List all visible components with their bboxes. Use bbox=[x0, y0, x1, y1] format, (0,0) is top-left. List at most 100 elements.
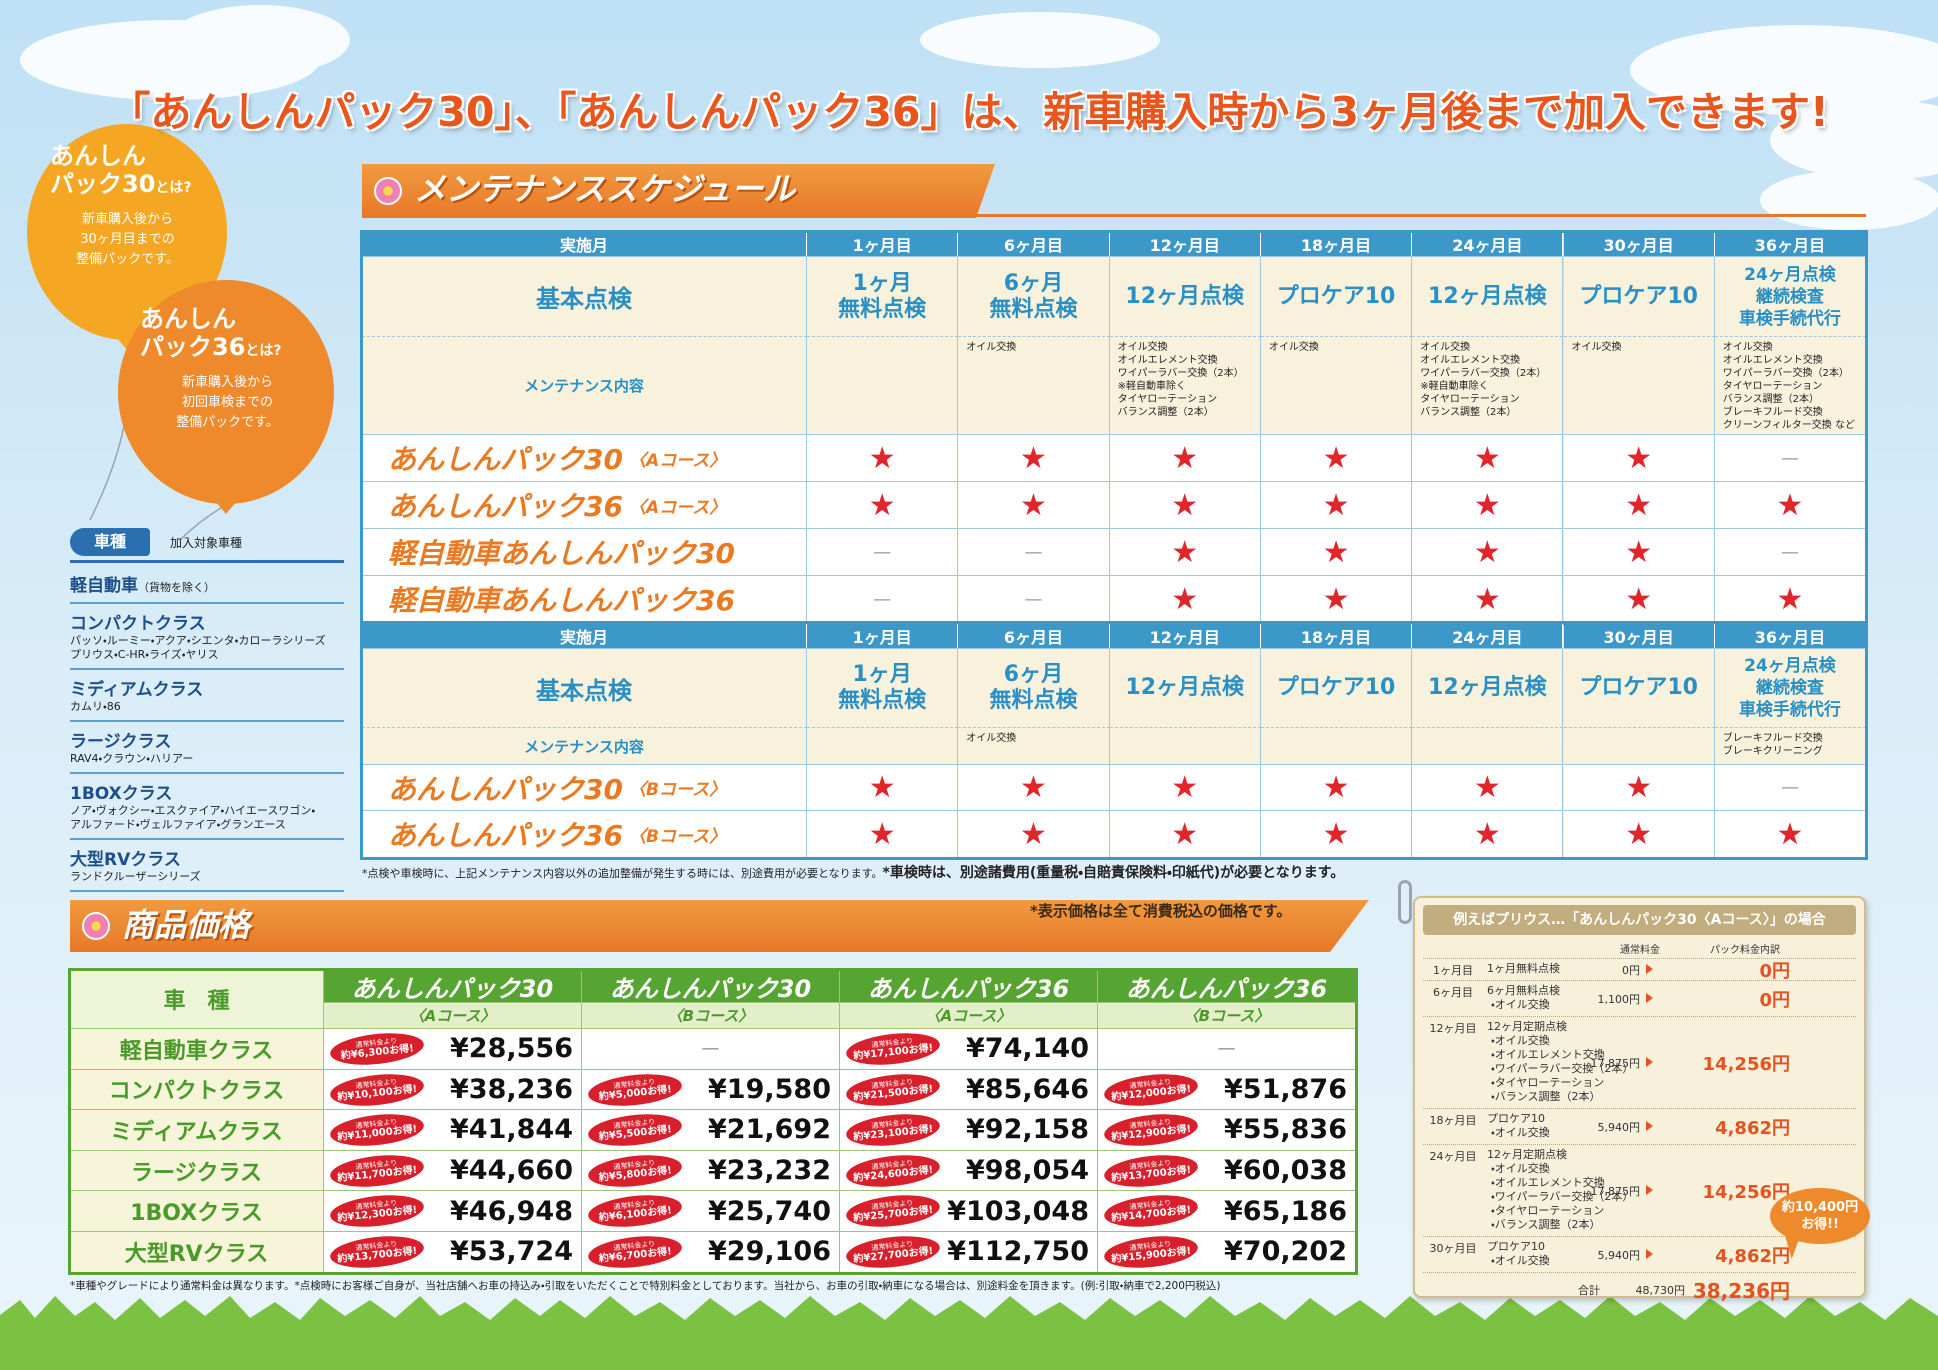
table-cell: 通常料金より 約¥6,700お得! ¥29,106 bbox=[582, 1232, 840, 1273]
maintenance-item: バランス調整（2本） bbox=[1420, 407, 1517, 418]
maintenance-item: オイルエレメント交換 bbox=[1722, 355, 1823, 366]
vehicle-models: ノア・ヴォクシー・エスクァイア・ハイエースワゴン・ bbox=[70, 804, 316, 817]
table-cell: ★ bbox=[1563, 811, 1715, 858]
price: ¥65,186 bbox=[1224, 1195, 1347, 1227]
table-cell: ★ bbox=[807, 811, 959, 858]
example-detail-line: ・タイヤローテーション bbox=[1491, 1204, 1605, 1217]
price-row-label: 大型RVクラス bbox=[124, 1241, 269, 1267]
vehicle-item: コンパクトクラス パッソ・ルーミー・アクア・シエンタ・カローラシリーズ プリウス・C… bbox=[70, 604, 344, 670]
table-cell: ★ bbox=[1109, 435, 1261, 482]
section-bar bbox=[70, 900, 1369, 952]
table-header-text: 18ヶ月目 bbox=[1300, 627, 1372, 647]
maintenance-item: タイヤローテーション bbox=[1722, 381, 1823, 392]
table-cell: ★ bbox=[1412, 482, 1564, 529]
basic-inspection: 1ヶ月 bbox=[852, 270, 912, 296]
table-header-text: 1ヶ月目 bbox=[852, 627, 912, 647]
schedule-mark: ★ bbox=[1019, 440, 1047, 476]
example-row-divider bbox=[1423, 1236, 1856, 1237]
table-cell: 12ヶ月点検 bbox=[1412, 649, 1564, 728]
example-total-pack: 38,236円 bbox=[1692, 1279, 1790, 1303]
table-cell: 通常料金より 約¥5,000お得! ¥19,580 bbox=[582, 1069, 840, 1111]
table-cell: 24ヶ月目 bbox=[1412, 232, 1564, 257]
table-header-text: 6ヶ月目 bbox=[1003, 236, 1064, 255]
example-title: 例えばプリウス…「あんしんパック30〈Aコース〉」の場合 bbox=[1423, 905, 1856, 935]
table-cell: あんしんパック30 bbox=[582, 970, 840, 1003]
example-detail: 6ヶ月無料点検 ・オイル交換 bbox=[1487, 984, 1657, 1012]
table-cell: ★ bbox=[1412, 765, 1564, 811]
vehicle-models: ランドクルーザーシリーズ bbox=[70, 870, 201, 883]
savings-badge: 通常料金より 約¥11,000お得! bbox=[328, 1110, 426, 1151]
table-cell: ★ bbox=[807, 435, 959, 482]
example-pack: 14,256円 bbox=[1702, 1054, 1790, 1075]
package-course: 〈Aコース〉 bbox=[628, 450, 727, 471]
table-cell: あんしんパック30 bbox=[324, 970, 582, 1003]
example-detail-line: ・オイル交換 bbox=[1491, 1254, 1550, 1267]
table-header-text: 36ヶ月目 bbox=[1754, 236, 1826, 255]
table-cell: 通常料金より 約¥23,100お得! ¥92,158 bbox=[840, 1110, 1098, 1151]
table-cell: 〈Aコース〉 bbox=[324, 1003, 582, 1029]
balloon-suffix: とは? bbox=[245, 343, 282, 359]
balloon-title: あんしん bbox=[140, 305, 236, 333]
table-cell: 通常料金より 約¥14,700お得! ¥65,186 bbox=[1098, 1191, 1356, 1232]
schedule-mark: ★ bbox=[1473, 487, 1501, 523]
schedule-mark: ★ bbox=[1625, 581, 1653, 617]
price-column-course: 〈Bコース〉 bbox=[667, 1007, 754, 1025]
vehicle-models: カムリ・86 bbox=[70, 700, 121, 713]
row-label: メンテナンス内容 bbox=[524, 377, 644, 395]
table-cell: ★ bbox=[958, 811, 1110, 858]
example-pack: 14,256円 bbox=[1702, 1182, 1790, 1203]
table-cell: 〈Bコース〉 bbox=[1098, 1003, 1356, 1029]
table-cell: 通常料金より 約¥12,000お得! ¥51,876 bbox=[1098, 1069, 1356, 1111]
maintenance-item: バランス調整（2本） bbox=[1722, 394, 1819, 405]
savings-badge: 通常料金より 約¥6,100お得! bbox=[586, 1191, 684, 1232]
table-cell: ★ bbox=[1260, 482, 1413, 529]
table-header-text: 1ヶ月目 bbox=[852, 236, 912, 255]
example-row-divider bbox=[1423, 980, 1856, 981]
basic-inspection: 継続検査 bbox=[1755, 678, 1824, 698]
price: ¥51,876 bbox=[1224, 1073, 1347, 1105]
schedule-mark: ★ bbox=[1322, 440, 1350, 476]
table-cell: 24ヶ月点検 継続検査 車検手続代行 bbox=[1714, 649, 1867, 728]
balloon-text: あんしん パック30とは? 新車購入後から 30ヶ月目までの 整備パックです。 bbox=[40, 142, 215, 270]
paperclip bbox=[1398, 880, 1412, 924]
package-name: あんしんパック36 bbox=[388, 490, 623, 523]
price: ¥38,236 bbox=[450, 1073, 573, 1105]
price: ¥21,692 bbox=[708, 1114, 831, 1146]
schedule-mark: ★ bbox=[1473, 770, 1501, 805]
savings-badge: 通常料金より 約¥6,700お得! bbox=[586, 1232, 684, 1272]
vehicle-name-line: コンパクトクラス bbox=[70, 609, 344, 634]
price: ¥29,106 bbox=[708, 1236, 831, 1268]
savings-badge: 通常料金より 約¥13,700お得! bbox=[328, 1232, 426, 1272]
table-cell: 12ヶ月目 bbox=[1109, 232, 1261, 257]
maintenance-item: ワイパーラバー交換（2本） bbox=[1420, 368, 1547, 379]
price-row-label: ラージクラス bbox=[130, 1160, 263, 1186]
price-row-label: ミディアムクラス bbox=[110, 1119, 283, 1145]
table-cell: 1ヶ月 無料点検 bbox=[807, 649, 959, 728]
schedule-mark: ★ bbox=[868, 440, 896, 476]
basic-inspection: 24ヶ月点検 bbox=[1744, 656, 1836, 676]
table-cell: ★ bbox=[958, 482, 1110, 529]
table-cell: オイル交換 bbox=[1563, 337, 1715, 435]
table-cell: ★ bbox=[1714, 811, 1867, 858]
price: ¥92,158 bbox=[966, 1114, 1089, 1146]
vehicle-name-line: 軽自動車（貨物を除く） bbox=[70, 571, 344, 596]
savings-badge: 通常料金より 約¥12,300お得! bbox=[328, 1191, 426, 1232]
savings-badge: 通常料金より 約¥6,300お得! bbox=[328, 1029, 426, 1069]
table-cell: ★ bbox=[1412, 811, 1564, 858]
table-cell: ★ bbox=[1563, 529, 1715, 576]
vehicle-item: 1BOXクラス ノア・ヴォクシー・エスクァイア・ハイエースワゴン・ アルファード・ヴ… bbox=[70, 774, 344, 840]
basic-inspection: プロケア10 bbox=[1579, 675, 1698, 700]
table-cell: オイル交換 オイルエレメント交換 ワイパーラバー交換（2本） ※軽自動車除く タイヤロー… bbox=[1109, 337, 1261, 435]
table-cell: 通常料金より 約¥13,700お得! ¥53,724 bbox=[324, 1232, 582, 1273]
table-cell: — bbox=[1714, 765, 1867, 811]
basic-inspection: 無料点検 bbox=[989, 688, 1078, 713]
vehicle-name-line: ラージクラス bbox=[70, 727, 344, 752]
example-total-normal: 48,730円 bbox=[1635, 1284, 1686, 1297]
table-cell: プロケア10 bbox=[1563, 649, 1715, 728]
flower-icon bbox=[82, 912, 110, 940]
savings-badge: 通常料金より 約¥5,800お得! bbox=[586, 1150, 684, 1191]
example-detail-line: ・タイヤローテーション bbox=[1491, 1076, 1605, 1089]
balloon-text: あんしん パック36とは? 新車購入後から 初回車検までの 整備パックです。 bbox=[130, 305, 325, 433]
example-item: 12ヶ月定期点検 bbox=[1487, 1020, 1567, 1033]
vehicle-name: ラージクラス bbox=[70, 732, 172, 752]
